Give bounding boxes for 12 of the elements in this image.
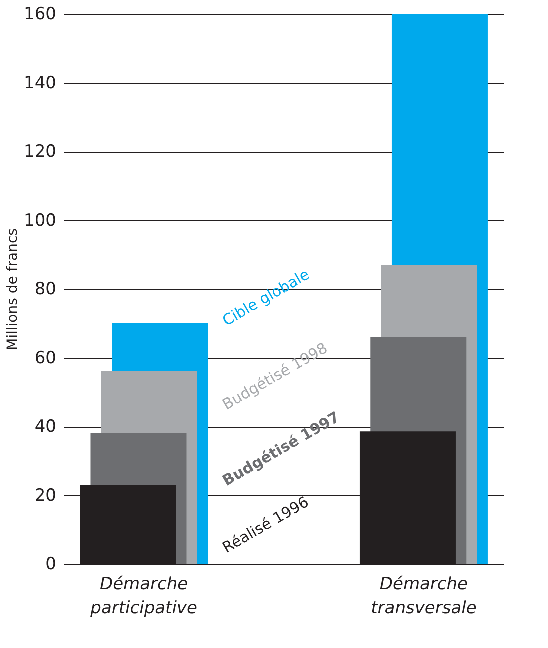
y-tick-label: 100 (24, 210, 56, 231)
y-axis-title: Millions de francs (5, 228, 22, 350)
y-tick-label: 140 (24, 73, 56, 94)
y-tick-label: 60 (34, 348, 56, 368)
y-tick-label: 0 (46, 554, 56, 574)
y-tick-label: 160 (24, 4, 56, 24)
x-tick-label: Démarche transversale (371, 574, 477, 618)
x-tick-label: Démarche participative (90, 574, 198, 618)
y-tick-label: 40 (34, 417, 56, 437)
y-tick-label: 20 (34, 486, 56, 506)
y-tick-label: 120 (24, 142, 56, 162)
y-tick-label: 80 (34, 280, 56, 300)
